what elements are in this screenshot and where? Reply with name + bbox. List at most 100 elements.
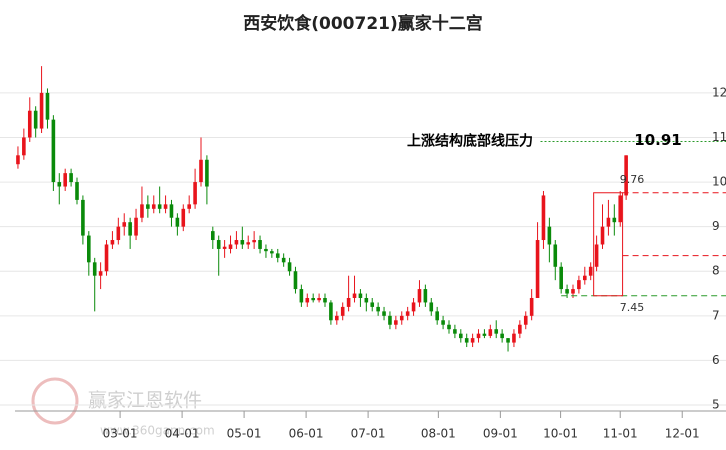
candle-body [423, 289, 428, 303]
candle-body [453, 329, 457, 334]
candle-body [494, 329, 499, 334]
candle-body [222, 246, 227, 249]
y-tick-label: 8 [712, 264, 720, 278]
candle-body [600, 226, 605, 245]
candle-body [559, 266, 563, 290]
candle-body [98, 271, 103, 276]
candle-body [476, 333, 481, 339]
candle-body [565, 289, 569, 294]
candle-body [447, 324, 451, 330]
candle-body [358, 293, 363, 298]
candle-body [175, 217, 180, 227]
candle-body [417, 289, 422, 303]
candle-body [270, 251, 274, 254]
candle-body [69, 173, 73, 183]
candle-body [441, 320, 445, 325]
level-label: 9.76 [620, 173, 645, 186]
candle-body [33, 110, 38, 129]
candle-body [459, 333, 463, 339]
watermark-logo [31, 377, 79, 425]
candle-body [535, 240, 540, 298]
y-tick-label: 5 [712, 398, 720, 412]
candle-body [541, 195, 546, 241]
x-tick-label: 10-01 [543, 427, 578, 441]
watermark: 赢家江恩软件 www.360gann.com [31, 377, 215, 438]
candle-body [411, 302, 416, 312]
candle-body [193, 182, 197, 205]
candle-body [293, 271, 298, 290]
candle-body [16, 155, 20, 165]
candle-body [470, 338, 475, 343]
candle-body [582, 275, 587, 281]
y-tick-label: 9 [712, 219, 720, 233]
candle-body [187, 204, 191, 209]
candle-body [151, 204, 156, 209]
candle-body [500, 333, 504, 339]
candle-body [281, 257, 286, 263]
candle-body [464, 338, 469, 343]
candle-body [128, 222, 132, 236]
x-tick-label: 07-01 [351, 427, 386, 441]
candle-body [45, 92, 50, 120]
x-tick-label: 06-01 [289, 427, 324, 441]
candle-body [529, 297, 534, 316]
candle-body [512, 333, 516, 343]
candle-body [340, 306, 345, 316]
y-tick-label: 6 [712, 353, 720, 367]
candle-body [63, 173, 67, 187]
candle-body [140, 204, 144, 218]
candle-body [612, 217, 617, 223]
candle-body [163, 204, 168, 209]
x-tick-label: 09-01 [483, 427, 518, 441]
candle-body [116, 226, 121, 241]
y-tick-label: 7 [712, 308, 720, 322]
candle-body [335, 315, 339, 321]
candle-body [264, 248, 268, 252]
candle-body [547, 226, 552, 245]
candle-body [216, 240, 221, 249]
candle-body [352, 293, 357, 298]
candle-body [299, 289, 304, 303]
candle-body [305, 297, 310, 303]
candle-body [571, 289, 575, 294]
chart-title: 西安饮食(000721)赢家十二宫 [243, 13, 483, 34]
candle-body [51, 119, 56, 183]
level-label: 7.45 [620, 301, 645, 314]
candle-body [157, 204, 162, 209]
x-tick-label: 08-01 [421, 427, 456, 441]
candle-body [394, 320, 398, 325]
x-tick-label: 04-01 [165, 427, 200, 441]
watermark-url: www.360gann.com [100, 424, 215, 438]
x-tick-label: 11-01 [603, 427, 638, 441]
candle-body [323, 297, 327, 303]
candle-body [482, 333, 487, 336]
y-tick-label: 10 [712, 175, 726, 189]
candle-body [211, 231, 215, 241]
candle-body [27, 110, 32, 138]
level-label: 10.91 [634, 131, 681, 149]
candle-body [594, 244, 599, 267]
candle-body [364, 297, 369, 303]
y-tick-label: 12 [712, 85, 726, 99]
candle-body [329, 302, 333, 321]
candle-body [104, 244, 109, 272]
candle-body [405, 311, 410, 316]
candle-body [246, 242, 251, 245]
candle-body [169, 204, 174, 218]
candle-body [346, 297, 351, 307]
candle-body [122, 222, 127, 227]
candle-body [199, 159, 203, 183]
candle-body [287, 262, 292, 272]
candle-body [553, 244, 558, 267]
candle-body [205, 159, 209, 187]
candle-body [87, 235, 91, 263]
candle-body [399, 315, 404, 321]
candle-body [624, 155, 628, 196]
candle-body [388, 315, 392, 325]
candle-body [258, 240, 262, 249]
candle-body [435, 311, 439, 321]
watermark-name: 赢家江恩软件 [88, 390, 202, 412]
candle-body [252, 240, 256, 243]
candle-body [577, 280, 581, 290]
x-tick-label: 05-01 [227, 427, 262, 441]
